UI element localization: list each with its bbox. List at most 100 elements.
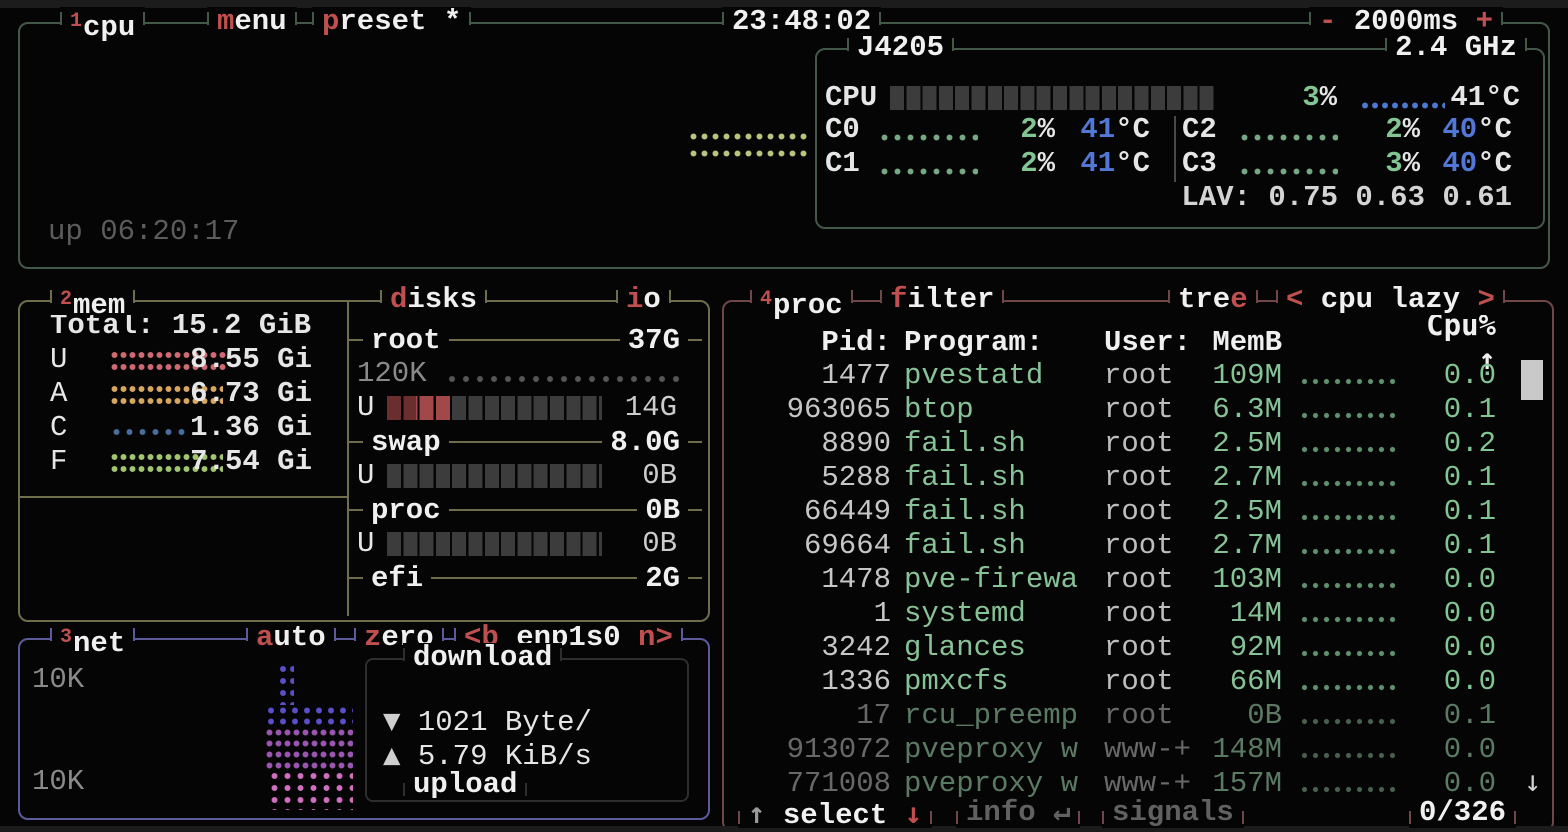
net-interface-selector: <b enp1s0 n> <box>454 623 683 653</box>
process-name: fail.sh <box>904 528 1026 562</box>
sort-selector: < cpu lazy > <box>1276 285 1505 315</box>
process-row[interactable]: 17 rcu_preemp root 0B 0.1 <box>738 698 1512 732</box>
net-panel-title[interactable]: 3net <box>50 623 136 659</box>
core-name: C3 <box>1182 147 1217 180</box>
net-graph-spike <box>278 663 294 705</box>
net-auto-button[interactable]: auto <box>246 623 336 653</box>
core-temp: 40°C <box>1442 147 1512 180</box>
process-cpu: 0.2 <box>1443 426 1496 460</box>
interval-minus-button[interactable]: - <box>1318 5 1337 38</box>
process-mem: 14M <box>1229 596 1282 630</box>
sort-next-button[interactable]: > <box>1477 283 1495 316</box>
process-row[interactable]: 913072 pveproxy w www-+ 148M 0.0 <box>738 732 1512 766</box>
process-name: pve-firewa <box>904 562 1079 596</box>
process-pid: 17 <box>856 698 891 732</box>
cpu-model: J4205 <box>847 33 955 63</box>
process-row[interactable]: 963065 btop root 6.3M 0.1 <box>738 392 1512 426</box>
process-cpu: 0.1 <box>1443 528 1496 562</box>
net-download-graph <box>265 705 353 729</box>
disk-size: 8.0G <box>610 425 680 459</box>
tree-button[interactable]: tree <box>1168 285 1258 315</box>
process-row[interactable]: 3242 glances root 92M 0.0 <box>738 630 1512 664</box>
process-cpu-graph <box>1299 546 1397 556</box>
process-pid: 66449 <box>803 494 891 528</box>
process-mem: 2.7M <box>1212 528 1282 562</box>
cpu-hotkey: 1 <box>70 10 83 33</box>
process-cpu-graph <box>1299 512 1397 522</box>
process-cpu: 0.0 <box>1443 596 1496 630</box>
mem-available-graph <box>110 383 223 405</box>
process-cpu: 0.0 <box>1443 664 1496 698</box>
proc-scrollbar-thumb[interactable] <box>1521 360 1543 400</box>
process-row[interactable]: 69664 fail.sh root 2.7M 0.1 <box>738 528 1512 562</box>
select-down-icon: ↓ <box>904 796 923 830</box>
process-row[interactable]: 66449 fail.sh root 2.5M 0.1 <box>738 494 1512 528</box>
select-control[interactable]: ↑ select ↓ <box>738 796 933 831</box>
core-temp: 41°C <box>1080 113 1150 146</box>
process-row[interactable]: 1477 pvestatd root 109M 0.0 <box>738 358 1512 392</box>
cpu-total-temp: 41°C <box>1450 81 1520 114</box>
core-graph <box>878 133 978 142</box>
disk-used-key: U <box>357 527 375 560</box>
interval-plus-button[interactable]: + <box>1475 5 1493 38</box>
signals-control[interactable]: signals <box>1102 798 1244 828</box>
process-row[interactable]: 8890 fail.sh root 2.5M 0.2 <box>738 426 1512 460</box>
process-mem: 103M <box>1212 562 1282 596</box>
process-row[interactable]: 1336 pmxcfs root 66M 0.0 <box>738 664 1512 698</box>
disks-title[interactable]: disks <box>380 285 488 315</box>
menu-button[interactable]: menu <box>207 7 297 37</box>
mem-row-value: 7.54 Gi <box>190 445 312 478</box>
mem-free-graph <box>110 451 223 473</box>
disk-used-key: U <box>357 391 375 424</box>
process-name: fail.sh <box>904 494 1026 528</box>
process-row[interactable]: 5288 fail.sh root 2.7M 0.1 <box>738 460 1512 494</box>
mem-row-value: 8.55 Gi <box>190 343 312 376</box>
col-header-mem: MemB <box>1212 325 1282 359</box>
filter-button[interactable]: filter <box>880 285 1005 315</box>
process-mem: 148M <box>1212 732 1282 766</box>
process-mem: 2.7M <box>1212 460 1282 494</box>
process-row[interactable]: 1478 pve-firewa root 103M 0.0 <box>738 562 1512 596</box>
process-pid: 913072 <box>786 732 891 766</box>
net-download-graph-dense <box>265 727 353 771</box>
proc-header-row: Pid: Program: User: MemB Cpu% ↑ <box>738 308 1512 376</box>
disk-used-value: 14G <box>624 391 677 424</box>
iface-next-button[interactable]: n> <box>638 621 673 654</box>
process-cpu-graph <box>1299 682 1397 692</box>
net-scale-top: 10K <box>32 663 85 696</box>
mem-used-graph <box>110 349 227 371</box>
proc-panel-title[interactable]: 4proc <box>750 285 853 321</box>
scroll-up-icon[interactable]: ↑ <box>1478 342 1496 376</box>
disk-used-meter <box>387 396 602 420</box>
process-user: root <box>1104 528 1174 562</box>
process-mem: 0B <box>1247 698 1282 732</box>
sort-prev-button[interactable]: < <box>1286 283 1304 316</box>
interval-value: 2000ms <box>1353 5 1459 38</box>
process-mem: 157M <box>1212 766 1282 800</box>
process-cpu-graph <box>1299 444 1397 454</box>
process-name: fail.sh <box>904 426 1026 460</box>
process-row[interactable]: 771008 pveproxy w www-+ 157M 0.0 <box>738 766 1512 800</box>
mem-panel-title[interactable]: 2mem <box>50 285 136 321</box>
process-pid: 963065 <box>786 392 891 426</box>
process-name: pveproxy w <box>904 732 1079 766</box>
process-user: root <box>1104 426 1174 460</box>
process-pid: 1336 <box>821 664 891 698</box>
io-title[interactable]: io <box>616 285 671 315</box>
clock: 23:48:02 <box>722 7 882 37</box>
process-name: glances <box>904 630 1026 664</box>
process-row[interactable]: 1 systemd root 14M 0.0 <box>738 596 1512 630</box>
disk-used-fill <box>387 396 452 420</box>
info-control[interactable]: info ↵ <box>956 798 1081 828</box>
cpu-panel-title[interactable]: 1cpu <box>60 7 146 43</box>
core-graph <box>1238 133 1338 142</box>
process-cpu-graph <box>1299 784 1397 794</box>
update-interval: - 2000ms + <box>1308 5 1504 38</box>
process-cpu: 0.1 <box>1443 494 1496 528</box>
process-pid: 1 <box>873 596 891 630</box>
scroll-down-icon[interactable]: ↓ <box>1524 764 1542 798</box>
process-cpu: 0.1 <box>1443 392 1496 426</box>
preset-button[interactable]: preset * <box>312 7 472 37</box>
process-user: root <box>1104 596 1174 630</box>
